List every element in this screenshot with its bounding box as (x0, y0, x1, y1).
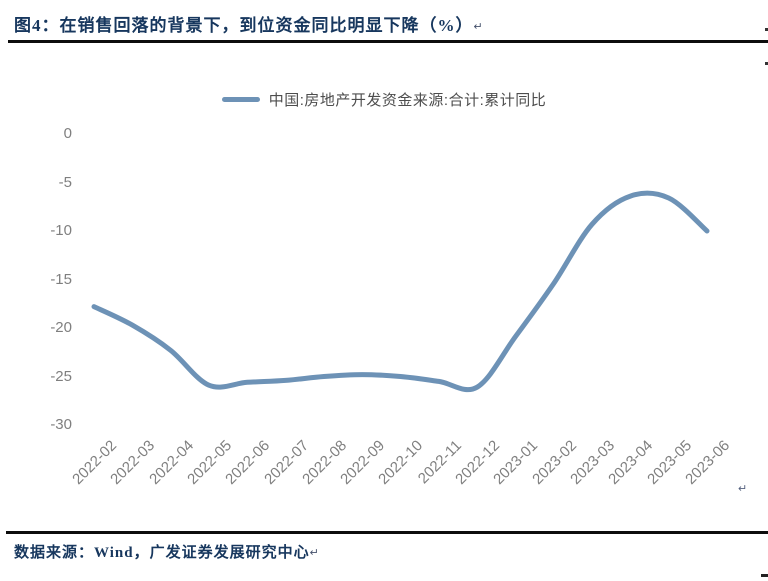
paragraph-mark-icon: ↵ (309, 547, 320, 559)
page-edge-artifact (761, 574, 768, 577)
y-tick-label: -30 (50, 416, 72, 433)
legend-line-marker-icon (221, 96, 260, 102)
data-source-note: 数据来源：Wind，广发证券发展研究中心↵ (14, 541, 320, 562)
trend-line (91, 190, 710, 393)
top-divider-rule (8, 40, 768, 43)
y-tick-label: -10 (50, 222, 72, 239)
page-edge-artifact (765, 28, 768, 31)
y-tick-label: 0 (63, 125, 72, 142)
y-tick-label: -15 (50, 270, 72, 288)
y-tick-label: -25 (50, 367, 72, 385)
y-tick-label: -5 (58, 173, 72, 191)
page-edge-artifact (765, 62, 768, 65)
legend-label: 中国:房地产开发资金来源:合计:累计同比 (268, 91, 547, 109)
y-tick-label: -20 (50, 319, 72, 336)
bottom-divider-rule (6, 531, 768, 534)
paragraph-mark-icon: ↵ (473, 21, 484, 33)
paragraph-mark-icon: ↵ (738, 483, 748, 495)
figure-title: 图4：在销售回落的背景下，到位资金同比明显下降（%）↵ (14, 11, 754, 36)
data-source-text: 数据来源：Wind，广发证券发展研究中心 (14, 545, 310, 561)
figure-title-text: 图4：在销售回落的背景下，到位资金同比明显下降（%） (14, 16, 474, 35)
chart-legend: 中国:房地产开发资金来源:合计:累计同比 (0, 88, 768, 110)
